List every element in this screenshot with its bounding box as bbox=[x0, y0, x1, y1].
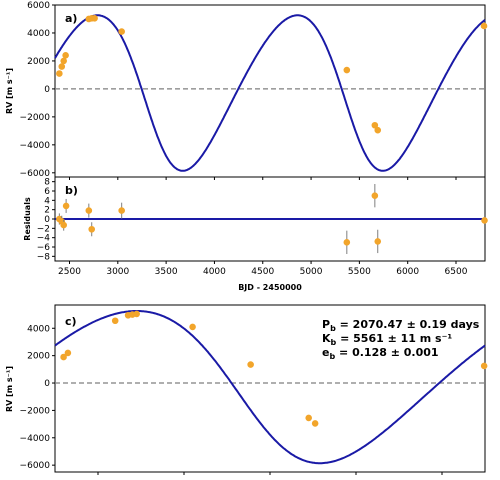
panel-b-xtick-label: 2500 bbox=[58, 267, 81, 277]
panel-a-data-point bbox=[91, 14, 98, 22]
panel-a-ytick-label: 0 bbox=[44, 85, 50, 95]
panel-b-ytick-label: −2 bbox=[37, 224, 50, 234]
panel-c-ytick-label: −6000 bbox=[20, 461, 51, 471]
panel-c-data-point bbox=[311, 420, 319, 427]
panel-b-ylabel: Residuals bbox=[23, 197, 32, 241]
panel-a-label: a) bbox=[65, 12, 77, 25]
panel-c-data-point bbox=[111, 317, 119, 325]
panel-b-label: b) bbox=[65, 184, 78, 197]
panel-c-data-point bbox=[133, 310, 140, 318]
panel-b-residuals: b) Residuals BJD - 2450000 −8−6−4−202468… bbox=[23, 176, 488, 292]
panel-a-rv-timeseries: a) RV [m s⁻¹] −6000 −4000 −2000 0 2000 4000 60… bbox=[5, 1, 488, 180]
panel-b-xtick-label: 6500 bbox=[445, 267, 468, 277]
panel-b-ytick-label: −4 bbox=[37, 234, 51, 244]
panel-c-ytick-label: −4000 bbox=[20, 434, 51, 444]
panel-a-data-point bbox=[480, 22, 488, 30]
panel-c-data-point bbox=[247, 361, 254, 368]
panel-a-model-curve bbox=[54, 14, 486, 172]
panel-b-xlabel: BJD - 2450000 bbox=[238, 283, 302, 292]
panel-b-ytick-label: 8 bbox=[44, 178, 50, 188]
annotation-line: Kb = 5561 ± 11 m s⁻¹ bbox=[322, 332, 452, 347]
panel-a-data-point bbox=[371, 121, 379, 129]
panel-a-data-point bbox=[58, 63, 66, 70]
panel-b-xtick-label: 5500 bbox=[348, 267, 371, 277]
panel-b-data-point bbox=[62, 202, 70, 210]
panel-b-xtick-label: 3000 bbox=[106, 267, 129, 277]
panel-a-ytick-label: 4000 bbox=[27, 29, 50, 39]
annotation-line: eb = 0.128 ± 0.001 bbox=[322, 346, 439, 361]
panel-a-ytick-label: 2000 bbox=[27, 57, 50, 67]
panel-c-data-point bbox=[189, 323, 196, 331]
panel-c-ytick-label: −2000 bbox=[20, 406, 51, 416]
panel-b-data-point bbox=[481, 217, 488, 224]
panel-a-ytick-label: −4000 bbox=[20, 141, 51, 151]
panel-b-ytick-label: −6 bbox=[37, 243, 51, 253]
panel-c-data-point bbox=[60, 353, 67, 361]
panel-a-ylabel: RV [m s⁻¹] bbox=[5, 68, 14, 114]
panel-a-ytick-label: −2000 bbox=[20, 113, 51, 123]
panel-b-data-point bbox=[371, 192, 379, 199]
panel-a-ytick-label: −6000 bbox=[20, 169, 51, 179]
panel-a-data-point bbox=[118, 28, 125, 35]
panel-b-data-point bbox=[118, 207, 125, 214]
panel-a-data-point bbox=[56, 70, 63, 77]
panel-c-data-point bbox=[480, 362, 488, 370]
panel-c-ytick-label: 2000 bbox=[27, 352, 50, 362]
panel-b-ytick-label: 0 bbox=[44, 215, 50, 225]
panel-b-ytick-label: 6 bbox=[44, 187, 50, 197]
panel-a-data-point bbox=[60, 57, 67, 65]
panel-c-data-point bbox=[64, 349, 72, 357]
panel-a-ytick-label: 6000 bbox=[27, 1, 50, 11]
panel-c-ylabel: RV [m s⁻¹] bbox=[5, 366, 14, 412]
panel-b-data-point bbox=[60, 221, 67, 229]
panel-b-ytick-label: −8 bbox=[37, 252, 51, 262]
panel-c-label: c) bbox=[65, 315, 77, 328]
panel-b-ytick-label: 4 bbox=[44, 196, 50, 206]
panel-c-ytick-label: 0 bbox=[44, 379, 50, 389]
panel-c-model-curve bbox=[54, 310, 486, 465]
panel-c-ytick-label: 4000 bbox=[27, 324, 50, 334]
panel-c-data-point bbox=[305, 414, 313, 422]
panel-b-xtick-label: 6000 bbox=[396, 267, 419, 277]
panel-b-xtick-label: 3500 bbox=[155, 267, 178, 277]
panel-b-data-point bbox=[374, 238, 382, 245]
panel-a-data-point bbox=[343, 66, 351, 74]
panel-c-phase-folded: c) RV [m s⁻¹] Pb = 2070.47 ± 0.19 daysKb… bbox=[5, 304, 488, 475]
panel-b-data-point bbox=[85, 207, 93, 214]
panel-b-xtick-label: 4000 bbox=[203, 267, 226, 277]
panel-b-data-point bbox=[343, 239, 351, 246]
panel-b-ytick-label: 2 bbox=[44, 206, 50, 216]
panel-b-xtick-label: 5000 bbox=[300, 267, 323, 277]
panel-b-data-point bbox=[88, 225, 96, 233]
annotation-line: Pb = 2070.47 ± 0.19 days bbox=[322, 318, 480, 333]
panel-b-xtick-label: 4500 bbox=[251, 267, 274, 277]
panel-a-data-point bbox=[374, 126, 382, 134]
panel-a-data-point bbox=[62, 52, 69, 59]
